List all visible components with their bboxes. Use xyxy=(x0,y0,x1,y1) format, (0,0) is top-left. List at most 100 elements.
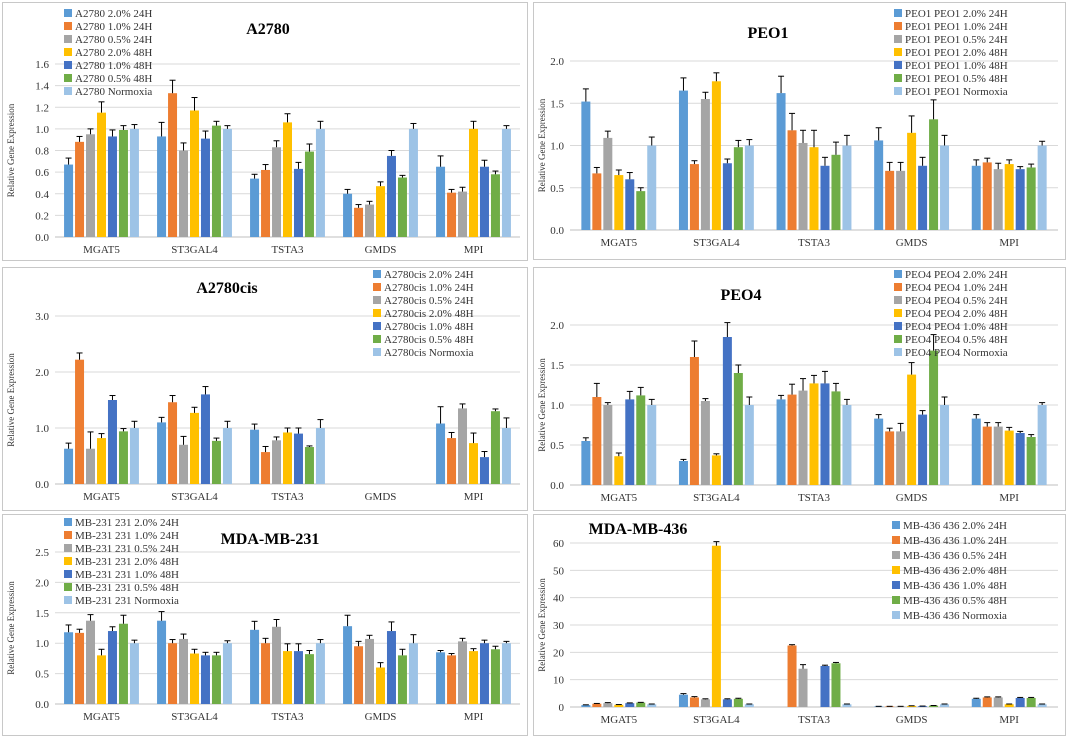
legend-swatch xyxy=(892,611,900,619)
legend-label: MB-231 231 1.0% 48H xyxy=(75,569,179,581)
legend-swatch xyxy=(64,531,72,539)
legend-label: PEO1 PEO1 0.5% 48H xyxy=(905,73,1008,85)
y-tick-label: 0.8 xyxy=(35,146,49,158)
category-label: TSTA3 xyxy=(271,711,304,723)
y-tick-label: 0.5 xyxy=(550,440,564,452)
y-tick-label: 10 xyxy=(553,675,565,687)
bar xyxy=(315,643,325,704)
bar xyxy=(809,383,819,485)
category-label: GMDS xyxy=(896,237,928,249)
y-tick-label: 20 xyxy=(553,647,565,659)
legend-label: A2780cis 2.0% 24H xyxy=(384,269,474,281)
bar xyxy=(211,655,221,704)
y-tick-label: 0.5 xyxy=(35,669,49,681)
bar xyxy=(581,101,591,230)
bar xyxy=(1037,145,1047,230)
bar xyxy=(222,643,232,704)
y-tick-label: 0.4 xyxy=(35,189,49,201)
legend-label: A2780cis 1.0% 48H xyxy=(384,321,474,333)
y-tick-label: 3.0 xyxy=(35,311,49,323)
bar xyxy=(64,448,74,484)
y-tick-label: 1.0 xyxy=(550,141,564,153)
bar xyxy=(168,402,178,484)
bar xyxy=(842,405,852,485)
bar xyxy=(776,399,786,485)
legend-swatch xyxy=(373,335,381,343)
y-tick-label: 1.6 xyxy=(35,59,49,71)
bar xyxy=(603,405,613,485)
bar xyxy=(918,706,928,707)
bar xyxy=(200,394,210,484)
bar xyxy=(636,395,646,485)
bar xyxy=(1015,169,1025,230)
bar xyxy=(250,629,260,704)
bar xyxy=(678,694,688,707)
bar xyxy=(744,145,754,230)
bar xyxy=(293,651,303,704)
bar xyxy=(907,374,917,485)
legend-swatch xyxy=(894,283,902,291)
bar xyxy=(647,145,657,230)
legend-label: MB-436 436 Normoxia xyxy=(903,610,1007,622)
bar xyxy=(376,186,385,237)
bar xyxy=(1037,405,1047,485)
bar xyxy=(831,663,841,707)
bar xyxy=(1015,433,1025,485)
legend-swatch xyxy=(64,544,72,552)
category-label: MGAT5 xyxy=(83,491,120,503)
bar xyxy=(744,704,754,707)
legend-swatch xyxy=(373,348,381,356)
bar xyxy=(408,128,418,237)
legend-label: A2780 0.5% 48H xyxy=(75,73,152,85)
bar xyxy=(592,397,602,485)
bar xyxy=(625,179,635,230)
bar xyxy=(447,192,457,237)
bar xyxy=(700,99,710,231)
y-axis-label: Relative Gene Expression xyxy=(537,358,547,452)
legend-swatch xyxy=(373,283,381,291)
legend-label: PEO4 PEO4 1.0% 48H xyxy=(905,321,1008,333)
bar xyxy=(809,147,819,230)
legend-swatch xyxy=(64,48,72,56)
bar xyxy=(614,175,624,230)
chart-title: PEO1 xyxy=(748,25,789,42)
bar xyxy=(408,643,418,704)
bar xyxy=(896,431,906,485)
legend-label: MB-231 231 0.5% 48H xyxy=(75,582,179,594)
bar xyxy=(386,631,396,704)
bar xyxy=(447,438,457,484)
y-tick-label: 60 xyxy=(553,538,565,550)
bar xyxy=(711,455,721,485)
legend-swatch xyxy=(64,22,72,30)
bar xyxy=(1026,437,1036,485)
bar xyxy=(733,147,743,230)
category-label: ST3GAL4 xyxy=(693,237,740,249)
y-tick-label: 0.0 xyxy=(550,480,564,492)
bar xyxy=(436,423,446,484)
bar xyxy=(592,703,602,707)
bar xyxy=(971,418,981,485)
bar xyxy=(376,667,385,704)
y-tick-label: 2.0 xyxy=(550,320,564,332)
bar xyxy=(1026,167,1036,230)
chart-title: A2780cis xyxy=(196,280,257,297)
legend-swatch xyxy=(894,61,902,69)
bar xyxy=(842,145,852,230)
bar xyxy=(200,138,210,237)
bar xyxy=(168,643,178,704)
bar xyxy=(625,399,635,485)
bar xyxy=(689,164,699,230)
bar xyxy=(436,652,446,704)
legend-swatch xyxy=(894,296,902,304)
legend-swatch xyxy=(64,583,72,591)
bar xyxy=(250,429,260,484)
bar xyxy=(636,702,646,707)
bar xyxy=(907,132,917,230)
bar xyxy=(64,632,74,704)
bar xyxy=(490,174,500,237)
bar xyxy=(1037,704,1047,707)
bar xyxy=(479,457,489,484)
category-label: TSTA3 xyxy=(271,244,304,256)
bar xyxy=(261,452,271,484)
legend-label: PEO1 PEO1 1.0% 24H xyxy=(905,21,1008,33)
